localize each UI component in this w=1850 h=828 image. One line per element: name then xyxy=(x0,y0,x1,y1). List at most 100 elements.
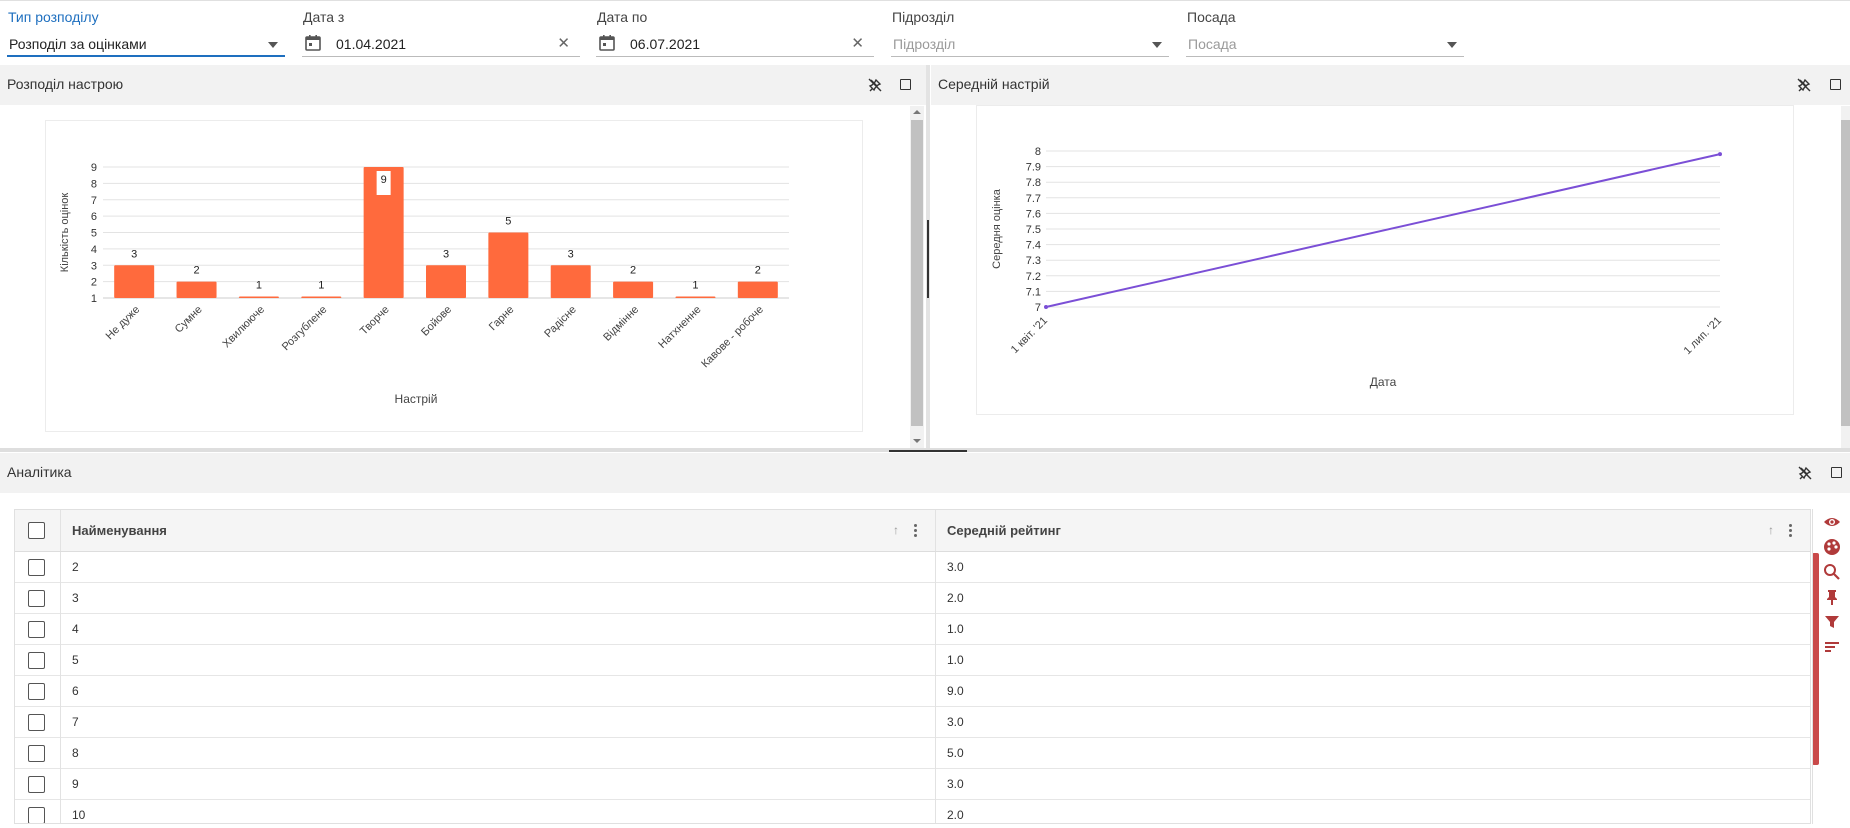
department-select[interactable]: Підрозділ Підрозділ xyxy=(891,7,1169,57)
analytics-table: Найменування ↑ Середній рейтинг ↑ 2 3.0 3 2… xyxy=(14,509,1811,824)
date-to-box[interactable]: 06.07.2021 ✕ xyxy=(596,33,874,57)
cell-rating: 2.0 xyxy=(947,591,964,605)
table-row[interactable]: 2 3.0 xyxy=(15,552,1810,583)
sort-arrow-icon[interactable]: ↑ xyxy=(1768,523,1774,537)
table-row[interactable]: 5 1.0 xyxy=(15,645,1810,676)
table-row[interactable]: 9 3.0 xyxy=(15,769,1810,800)
y-tick-label: 7.4 xyxy=(1026,240,1041,252)
table-row[interactable]: 6 9.0 xyxy=(15,676,1810,707)
mood-distribution-chart-frame: 1 2 3 4 5 6 7 8 9 3 Не дуже 2 Сумне 1 Хвилююче 1 Розгубл… xyxy=(45,120,863,432)
date-to-field[interactable]: Дата по 06.07.2021 ✕ xyxy=(596,7,874,57)
y-tick-label: 7.7 xyxy=(1026,193,1041,205)
average-panel-scrollbar[interactable] xyxy=(1841,106,1850,448)
position-box[interactable]: Посада xyxy=(1186,33,1464,57)
data-label: 3 xyxy=(131,248,137,260)
bar xyxy=(114,265,155,298)
y-tick-label: 8 xyxy=(91,178,97,190)
sort-arrow-icon[interactable]: ↑ xyxy=(893,523,899,537)
maximize-icon[interactable] xyxy=(900,79,911,90)
column-header-name[interactable]: Найменування xyxy=(72,523,167,538)
data-label: 2 xyxy=(755,265,761,277)
clear-icon[interactable]: ✕ xyxy=(851,35,864,52)
distribution-type-box[interactable]: Розподіл за оцінками xyxy=(7,33,285,57)
x-tick-label: 1 квіт. '21 xyxy=(1009,315,1050,356)
cell-name: 4 xyxy=(72,622,79,636)
row-checkbox[interactable] xyxy=(28,652,45,669)
sort-icon[interactable] xyxy=(1823,638,1841,656)
column-menu-icon[interactable] xyxy=(914,524,917,537)
position-placeholder: Посада xyxy=(1188,36,1237,52)
x-tick-label: Сумне xyxy=(173,304,205,336)
row-checkbox[interactable] xyxy=(28,590,45,607)
column-menu-icon[interactable] xyxy=(1789,524,1792,537)
position-select[interactable]: Посада Посада xyxy=(1186,7,1464,57)
x-tick-label: Розгублене xyxy=(280,304,330,354)
pin-icon[interactable] xyxy=(1823,588,1841,606)
scroll-down-icon[interactable] xyxy=(912,437,922,445)
x-tick-label: Творче xyxy=(358,304,392,338)
select-all-checkbox[interactable] xyxy=(28,522,45,539)
row-checkbox[interactable] xyxy=(28,714,45,731)
row-checkbox[interactable] xyxy=(28,807,45,823)
chevron-down-icon[interactable] xyxy=(268,42,278,48)
chevron-down-icon[interactable] xyxy=(1447,42,1457,48)
table-row[interactable]: 10 2.0 xyxy=(15,800,1810,823)
row-checkbox[interactable] xyxy=(28,776,45,793)
unpin-icon[interactable] xyxy=(1798,466,1812,480)
table-row[interactable]: 7 3.0 xyxy=(15,707,1810,738)
column-header-rating[interactable]: Середній рейтинг xyxy=(947,523,1061,538)
splitter-handle[interactable] xyxy=(927,220,929,298)
mood-panel-scrollbar[interactable] xyxy=(910,106,924,448)
row-checkbox[interactable] xyxy=(28,621,45,638)
data-point xyxy=(1718,152,1722,157)
scroll-thumb[interactable] xyxy=(1841,120,1850,426)
row-checkbox[interactable] xyxy=(28,745,45,762)
data-label: 2 xyxy=(193,265,199,277)
calendar-icon[interactable] xyxy=(304,34,322,52)
date-from-field[interactable]: Дата з 01.04.2021 ✕ xyxy=(302,7,580,57)
table-scrollbar[interactable] xyxy=(1812,553,1819,765)
bar xyxy=(363,167,404,298)
filter-icon[interactable] xyxy=(1823,613,1841,631)
distribution-type-select[interactable]: Тип розподілу Розподіл за оцінками xyxy=(7,7,285,57)
table-row[interactable]: 8 5.0 xyxy=(15,738,1810,769)
y-tick-label: 5 xyxy=(91,228,97,240)
cell-name: 9 xyxy=(72,777,79,791)
chevron-down-icon[interactable] xyxy=(1152,42,1162,48)
row-checkbox[interactable] xyxy=(28,559,45,576)
scroll-thumb[interactable] xyxy=(911,120,923,426)
date-from-box[interactable]: 01.04.2021 ✕ xyxy=(302,33,580,57)
y-tick-label: 1 xyxy=(91,293,97,305)
cell-rating: 9.0 xyxy=(947,684,964,698)
x-axis-label: Настрій xyxy=(395,392,438,406)
cell-name: 10 xyxy=(72,808,86,822)
maximize-icon[interactable] xyxy=(1830,79,1841,90)
bar xyxy=(426,265,466,298)
y-tick-label: 7.8 xyxy=(1026,177,1041,189)
scroll-up-icon[interactable] xyxy=(912,108,922,116)
data-label: 1 xyxy=(692,280,698,292)
unpin-icon[interactable] xyxy=(868,78,882,92)
cell-name: 5 xyxy=(72,653,79,667)
unpin-icon[interactable] xyxy=(1797,78,1811,92)
distribution-type-value: Розподіл за оцінками xyxy=(9,36,147,52)
splitter-handle[interactable] xyxy=(889,450,967,452)
row-checkbox[interactable] xyxy=(28,683,45,700)
table-row[interactable]: 4 1.0 xyxy=(15,614,1810,645)
bar xyxy=(675,296,716,298)
eye-icon[interactable] xyxy=(1823,513,1841,531)
series-line xyxy=(1045,153,1721,308)
clear-icon[interactable]: ✕ xyxy=(557,35,570,52)
date-from-label: Дата з xyxy=(303,9,345,25)
bar xyxy=(176,281,217,298)
palette-icon[interactable] xyxy=(1823,538,1841,556)
maximize-icon[interactable] xyxy=(1831,467,1842,478)
bar xyxy=(301,296,342,298)
data-label: 5 xyxy=(505,216,511,228)
y-tick-label: 3 xyxy=(91,260,97,272)
department-box[interactable]: Підрозділ xyxy=(891,33,1169,57)
x-tick-label: Кавове - робоче xyxy=(699,304,766,371)
search-icon[interactable] xyxy=(1823,563,1841,581)
calendar-icon[interactable] xyxy=(598,34,616,52)
table-row[interactable]: 3 2.0 xyxy=(15,583,1810,614)
